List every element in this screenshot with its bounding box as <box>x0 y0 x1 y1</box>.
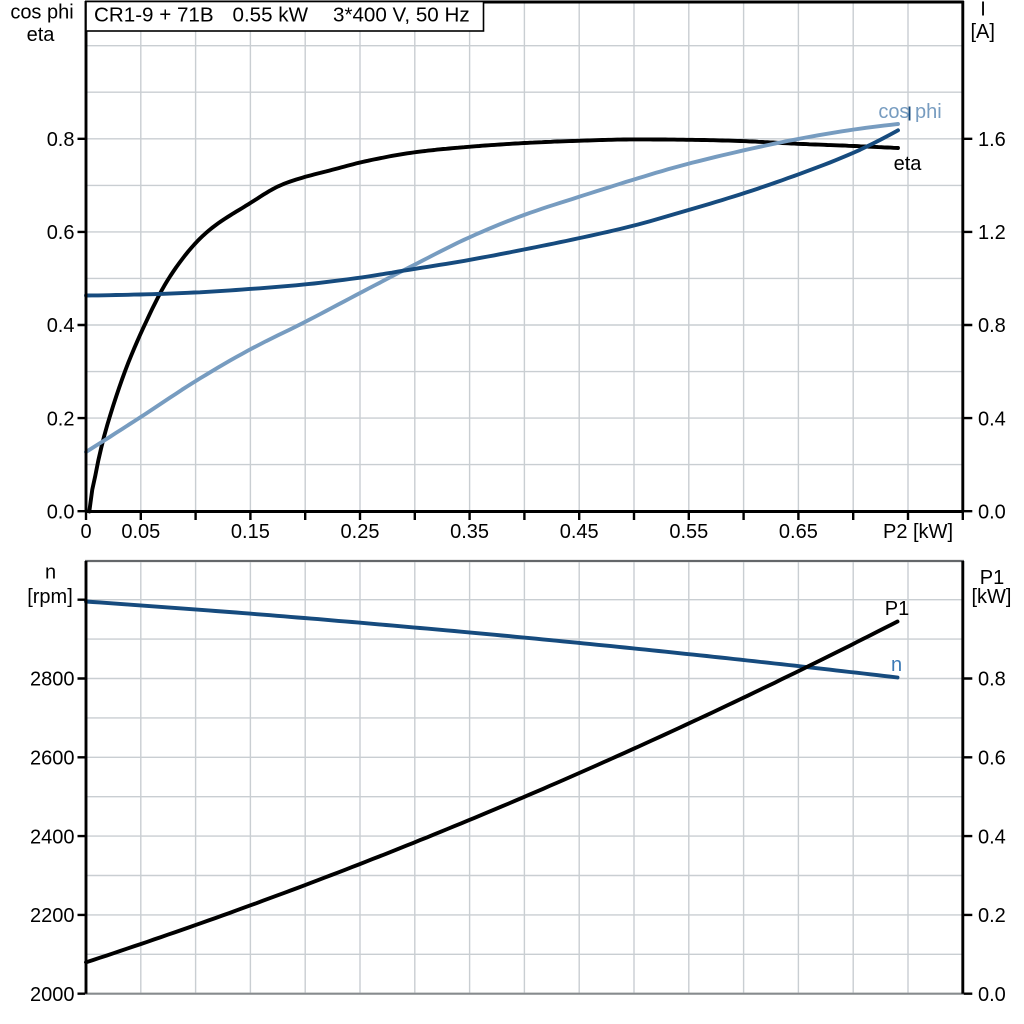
svg-text:0.55 kW: 0.55 kW <box>233 4 309 27</box>
svg-text:0.05: 0.05 <box>121 521 160 543</box>
svg-text:0.25: 0.25 <box>341 521 380 543</box>
svg-text:0.4: 0.4 <box>978 408 1006 430</box>
svg-text:0.15: 0.15 <box>231 521 270 543</box>
svg-text:2600: 2600 <box>30 748 75 770</box>
svg-text:1.2: 1.2 <box>978 222 1006 244</box>
svg-text:1.6: 1.6 <box>978 129 1006 151</box>
svg-text:cos phi: cos phi <box>10 2 73 24</box>
svg-text:0.6: 0.6 <box>47 222 75 244</box>
svg-text:n: n <box>45 562 56 584</box>
svg-text:I: I <box>907 104 913 126</box>
svg-text:n: n <box>891 654 902 676</box>
svg-text:cos phi: cos phi <box>878 101 941 123</box>
svg-text:CR1-9 + 71B: CR1-9 + 71B <box>94 4 214 27</box>
svg-text:P1: P1 <box>980 567 1004 589</box>
svg-text:[rpm]: [rpm] <box>27 586 73 608</box>
svg-text:0.65: 0.65 <box>779 521 818 543</box>
svg-text:0.0: 0.0 <box>978 984 1006 1006</box>
svg-text:eta: eta <box>894 153 923 175</box>
svg-text:P1: P1 <box>885 598 909 620</box>
svg-text:P2 [kW]: P2 [kW] <box>883 521 953 543</box>
svg-text:I: I <box>980 0 986 21</box>
svg-text:0.8: 0.8 <box>978 315 1006 337</box>
svg-text:0.6: 0.6 <box>978 748 1006 770</box>
svg-text:0.4: 0.4 <box>978 826 1006 848</box>
svg-text:[A]: [A] <box>970 21 994 43</box>
svg-text:0.2: 0.2 <box>47 408 75 430</box>
svg-text:2200: 2200 <box>30 905 75 927</box>
svg-text:0.2: 0.2 <box>978 905 1006 927</box>
svg-text:0.8: 0.8 <box>978 669 1006 691</box>
svg-text:0.0: 0.0 <box>47 501 75 523</box>
svg-text:3*400 V, 50 Hz: 3*400 V, 50 Hz <box>333 4 470 27</box>
svg-text:[kW]: [kW] <box>972 586 1012 608</box>
svg-text:0.4: 0.4 <box>47 315 75 337</box>
svg-text:2800: 2800 <box>30 669 75 691</box>
svg-text:2000: 2000 <box>30 984 75 1006</box>
svg-text:0.45: 0.45 <box>560 521 599 543</box>
svg-text:2400: 2400 <box>30 826 75 848</box>
svg-text:0.35: 0.35 <box>450 521 489 543</box>
svg-text:eta: eta <box>27 24 56 46</box>
svg-text:0.0: 0.0 <box>978 501 1006 523</box>
svg-text:0.55: 0.55 <box>669 521 708 543</box>
svg-text:0: 0 <box>80 521 91 543</box>
svg-text:0.8: 0.8 <box>47 129 75 151</box>
